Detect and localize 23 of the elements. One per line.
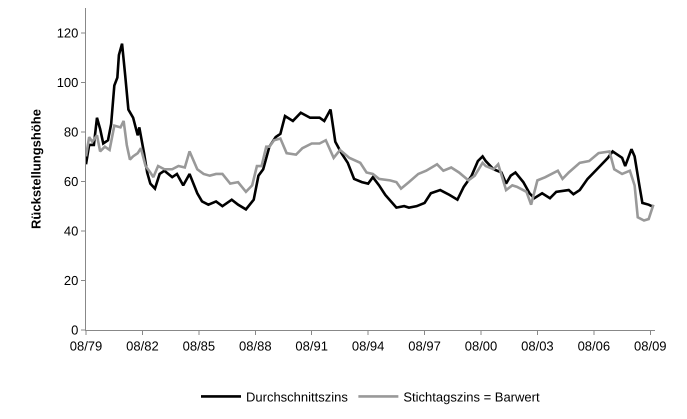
x-tick-label: 08/82 — [126, 338, 159, 354]
y-tick-label: 40 — [64, 223, 78, 238]
x-tick-label: 08/03 — [521, 338, 554, 354]
x-tick-label: 08/97 — [408, 338, 441, 354]
y-tick-label: 60 — [64, 174, 78, 189]
x-tick-label: 08/06 — [578, 338, 610, 354]
legend-label: Stichtagszins = Barwert — [403, 390, 540, 405]
x-tick-label: 08/88 — [239, 338, 272, 354]
legend-label: Durchschnittszins — [246, 390, 348, 405]
y-tick-label: 120 — [56, 25, 78, 40]
x-tick-label: 08/94 — [352, 338, 384, 354]
y-axis-title: Rückstellungshöhe — [28, 109, 44, 229]
y-tick-label: 80 — [64, 124, 78, 140]
x-tick-label: 08/91 — [295, 338, 328, 354]
y-tick-label: 100 — [56, 74, 78, 90]
y-tick-label: 20 — [64, 273, 78, 288]
line-series — [86, 42, 654, 211]
x-tick-label: 08/09 — [634, 338, 667, 354]
x-tick-label: 08/79 — [70, 338, 102, 354]
line-series — [86, 120, 655, 222]
x-tick-label: 08/85 — [182, 338, 216, 354]
y-tick-label: 0 — [71, 322, 78, 338]
x-tick-label: 08/00 — [464, 338, 498, 354]
